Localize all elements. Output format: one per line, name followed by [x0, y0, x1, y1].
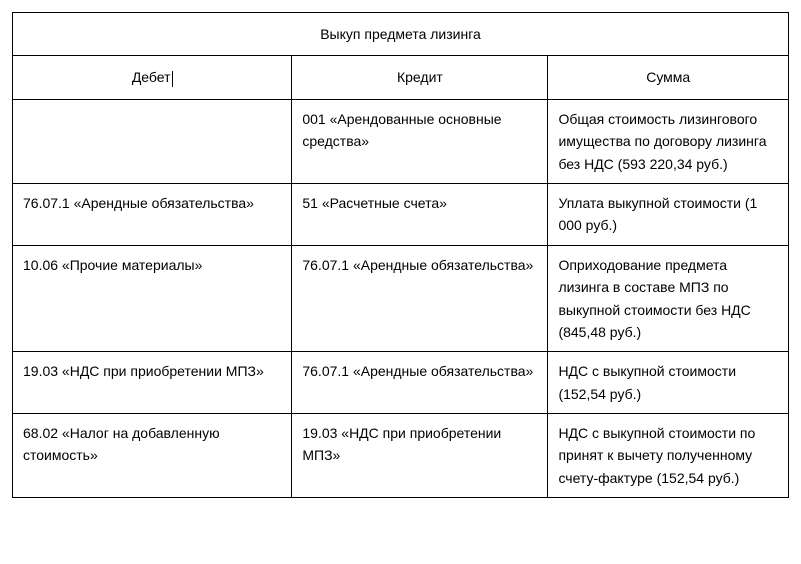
leasing-buyout-table: Выкуп предмета лизинга Дебет Кредит Сумм…: [12, 12, 789, 498]
cell-credit: 76.07.1 «Арендные обязательства»: [292, 352, 548, 414]
cell-amount: Оприходование предмета лизинга в составе…: [548, 245, 789, 352]
cell-debit: 19.03 «НДС при приобретении МПЗ»: [13, 352, 292, 414]
cell-credit: 51 «Расчетные счета»: [292, 183, 548, 245]
header-credit: Кредит: [292, 56, 548, 99]
cell-credit: 76.07.1 «Арендные обязательства»: [292, 245, 548, 352]
text-cursor: [172, 71, 173, 87]
table-row: 001 «Арендованные основные средства» Общ…: [13, 99, 789, 183]
table-header-row: Дебет Кредит Сумма: [13, 56, 789, 99]
table-title: Выкуп предмета лизинга: [13, 13, 789, 56]
table-row: 10.06 «Прочие материалы» 76.07.1 «Арендн…: [13, 245, 789, 352]
table-title-row: Выкуп предмета лизинга: [13, 13, 789, 56]
header-amount: Сумма: [548, 56, 789, 99]
cell-debit: 68.02 «Налог на добавленную стоимость»: [13, 414, 292, 498]
cell-credit: 19.03 «НДС при приобретении МПЗ»: [292, 414, 548, 498]
cell-amount: Уплата выкупной стоимости (1 000 руб.): [548, 183, 789, 245]
table-row: 76.07.1 «Арендные обязательства» 51 «Рас…: [13, 183, 789, 245]
table-row: 19.03 «НДС при приобретении МПЗ» 76.07.1…: [13, 352, 789, 414]
table-row: 68.02 «Налог на добавленную стоимость» 1…: [13, 414, 789, 498]
cell-amount: НДС с выкупной стоимости по принят к выч…: [548, 414, 789, 498]
cell-debit: 76.07.1 «Арендные обязательства»: [13, 183, 292, 245]
cell-amount: НДС с выкупной стоимости (152,54 руб.): [548, 352, 789, 414]
cell-debit: 10.06 «Прочие материалы»: [13, 245, 292, 352]
header-debit: Дебет: [13, 56, 292, 99]
cell-amount: Общая стоимость лизингового имущества по…: [548, 99, 789, 183]
cell-debit: [13, 99, 292, 183]
cell-credit: 001 «Арендованные основные средства»: [292, 99, 548, 183]
